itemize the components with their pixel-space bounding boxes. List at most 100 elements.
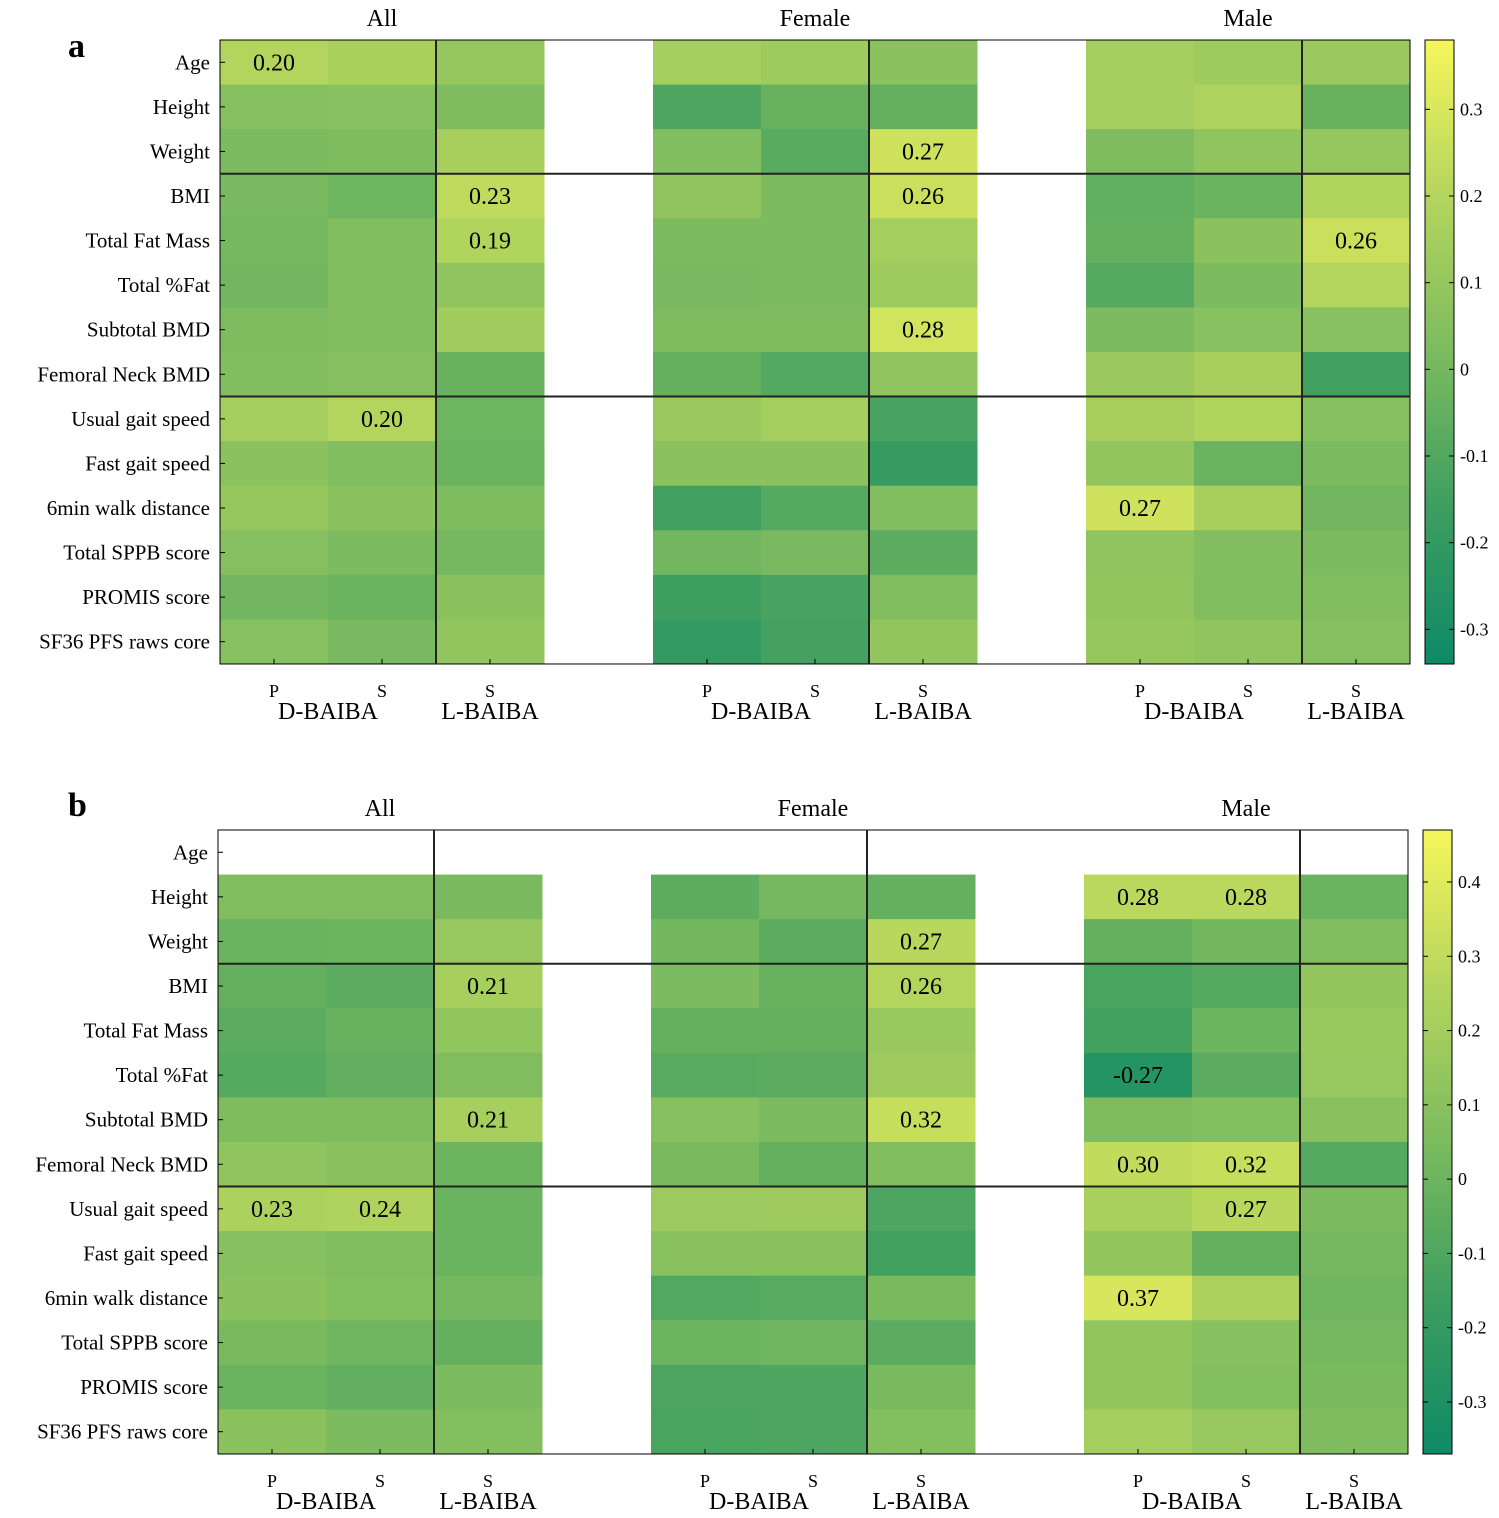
heatmap-cell bbox=[1192, 1275, 1301, 1321]
colorbar-tick-label: 0.4 bbox=[1458, 872, 1481, 892]
heatmap-cell bbox=[220, 262, 329, 308]
heatmap-cell bbox=[218, 1186, 327, 1232]
colorbar-tick-label: 0.3 bbox=[1458, 946, 1481, 966]
column-sublabel: S bbox=[1349, 1471, 1359, 1491]
heatmap-cell bbox=[326, 1409, 435, 1455]
heatmap-cell bbox=[761, 84, 870, 130]
heatmap-cell bbox=[436, 173, 545, 219]
heatmap-cell bbox=[220, 40, 329, 86]
heatmap-cell bbox=[761, 485, 870, 531]
heatmap-cell bbox=[328, 40, 437, 86]
heatmap-cell bbox=[220, 307, 329, 353]
heatmap-cell bbox=[653, 307, 762, 353]
heatmap-cell bbox=[436, 351, 545, 398]
heatmap-cell bbox=[1086, 262, 1195, 308]
heatmap-cell bbox=[1086, 129, 1195, 175]
heatmap-cell bbox=[1084, 874, 1193, 920]
heatmap-cell bbox=[328, 619, 437, 665]
heatmap-cell bbox=[651, 1186, 760, 1232]
column-sublabel: P bbox=[700, 1471, 710, 1491]
heatmap-cell bbox=[1302, 574, 1411, 620]
heatmap-cell bbox=[220, 396, 329, 442]
heatmap-cell bbox=[651, 1409, 760, 1455]
heatmap-cell bbox=[1302, 307, 1411, 353]
heatmap-cell bbox=[651, 1231, 760, 1277]
heatmap-cell bbox=[761, 129, 870, 175]
heatmap-cell bbox=[1086, 441, 1195, 487]
row-label: Subtotal BMD bbox=[87, 318, 210, 342]
heatmap-cell bbox=[867, 1141, 976, 1188]
column-sublabel: S bbox=[808, 1471, 818, 1491]
heatmap-cell bbox=[1192, 874, 1301, 920]
row-label: 6min walk distance bbox=[45, 1286, 208, 1310]
heatmap-cell bbox=[1192, 1008, 1301, 1054]
heatmap-cell bbox=[1086, 396, 1195, 442]
heatmap-cell bbox=[759, 919, 868, 965]
heatmap-cell bbox=[651, 1052, 760, 1098]
heatmap-cell bbox=[326, 963, 435, 1009]
heatmap-cell bbox=[867, 1275, 976, 1321]
heatmap-cell bbox=[220, 218, 329, 264]
heatmap-cell bbox=[1194, 574, 1303, 620]
column-sublabel: P bbox=[1133, 1471, 1143, 1491]
row-label: BMI bbox=[170, 184, 210, 208]
heatmap-cell bbox=[1084, 1008, 1193, 1054]
heatmap-cell bbox=[436, 262, 545, 308]
column-main-label: D-BAIBA bbox=[711, 699, 812, 725]
heatmap-cell bbox=[1086, 574, 1195, 620]
heatmap-cell bbox=[1194, 262, 1303, 308]
heatmap-cell bbox=[1302, 218, 1411, 264]
heatmap-cell bbox=[759, 1409, 868, 1455]
cell-value-label: 0.26 bbox=[902, 184, 944, 210]
heatmap-cell bbox=[218, 1008, 327, 1054]
row-label: Height bbox=[151, 885, 208, 909]
heatmap-cell bbox=[1300, 1141, 1409, 1188]
heatmap-cell bbox=[653, 84, 762, 130]
heatmap-cell bbox=[759, 1052, 868, 1098]
cell-value-label: 0.28 bbox=[1117, 885, 1159, 911]
heatmap-cell bbox=[653, 262, 762, 308]
group-title: Female bbox=[780, 6, 851, 32]
heatmap-cell bbox=[436, 40, 545, 86]
heatmap-cell bbox=[434, 874, 543, 920]
heatmap-cell bbox=[869, 307, 978, 353]
heatmap-cell bbox=[326, 1275, 435, 1321]
heatmap-cell bbox=[1194, 619, 1303, 665]
heatmap-cell bbox=[869, 574, 978, 620]
heatmap-cell bbox=[869, 619, 978, 665]
heatmap-cell bbox=[1194, 40, 1303, 86]
heatmap-cell bbox=[434, 1409, 543, 1455]
row-label: Weight bbox=[150, 139, 210, 163]
heatmap-cell bbox=[653, 396, 762, 442]
heatmap-cell bbox=[326, 1097, 435, 1143]
heatmap-cell bbox=[651, 919, 760, 965]
heatmap-cell bbox=[326, 1186, 435, 1232]
cell-value-label: 0.28 bbox=[902, 318, 944, 344]
heatmap-cell bbox=[759, 1141, 868, 1188]
cell-value-label: 0.19 bbox=[469, 229, 511, 255]
heatmap-cell bbox=[1194, 218, 1303, 264]
heatmap-cell bbox=[651, 1141, 760, 1188]
cell-value-label: 0.37 bbox=[1117, 1286, 1159, 1312]
heatmap-cell bbox=[326, 1008, 435, 1054]
column-sublabel: P bbox=[267, 1471, 277, 1491]
heatmap-cell bbox=[218, 1141, 327, 1188]
column-main-label: D-BAIBA bbox=[1144, 699, 1245, 725]
heatmap-cell bbox=[1192, 1186, 1301, 1232]
heatmap-cell bbox=[218, 919, 327, 965]
heatmap-cell bbox=[434, 1141, 543, 1188]
cell-value-label: 0.32 bbox=[900, 1108, 942, 1134]
heatmap-cell bbox=[869, 173, 978, 219]
row-label: 6min walk distance bbox=[47, 496, 210, 520]
group-title: All bbox=[365, 796, 396, 822]
cell-value-label: 0.28 bbox=[1225, 885, 1267, 911]
heatmap-cell bbox=[434, 963, 543, 1009]
heatmap-cell bbox=[651, 1364, 760, 1410]
heatmap-cell bbox=[653, 441, 762, 487]
colorbar-tick-label: -0.1 bbox=[1460, 446, 1489, 466]
heatmap-cell bbox=[434, 1364, 543, 1410]
heatmap-cell bbox=[328, 173, 437, 219]
heatmap-cell bbox=[1194, 396, 1303, 442]
row-label: Usual gait speed bbox=[69, 1197, 208, 1221]
